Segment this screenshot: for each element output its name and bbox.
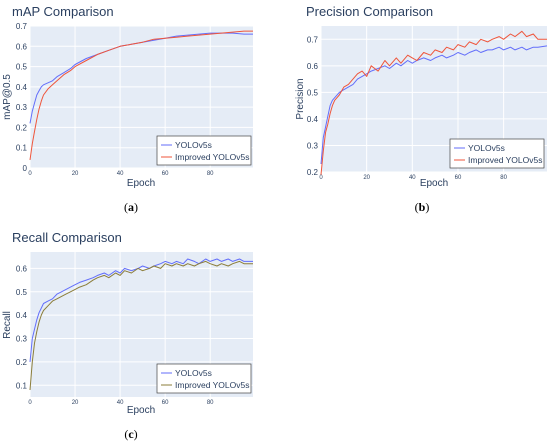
chart-c-title: Recall Comparison: [12, 230, 122, 245]
chart-a-legend: YOLOv5s Improved YOLOv5s: [156, 135, 252, 166]
chart-b-y-tick-5: 0.7: [307, 35, 319, 44]
chart-b-x-ticks: 0 20 40 60 80: [319, 175, 507, 181]
chart-a-caption-letter: a: [128, 200, 134, 214]
chart-b-legend: YOLOv5s Improved YOLOv5s: [449, 138, 545, 169]
chart-c-series-0-line: [29, 258, 253, 362]
chart-a-x-tick-3: 60: [162, 171, 169, 177]
chart-c-legend: YOLOv5s Improved YOLOv5s: [156, 363, 252, 394]
chart-a-y-tick-0: 0: [23, 164, 28, 173]
chart-c-x-tick-2: 40: [117, 400, 124, 406]
chart-b-y-tick-3: 0.5: [307, 88, 319, 97]
chart-a-y-tick-6: 0.6: [16, 42, 28, 51]
chart-a-ylabel: mAP@0.5: [2, 74, 13, 120]
chart-c-legend-label-0: YOLOv5s: [175, 368, 212, 378]
chart-c-series: [29, 258, 253, 391]
panel-b: Precision Comparison 0.20.30.40.50.60.7 …: [295, 4, 548, 214]
chart-c-y-ticks: 0.1 0.2 0.3 0.4 0.5 0.6: [16, 264, 28, 390]
chart-c-y-tick-4: 0.5: [16, 288, 28, 297]
chart-b-legend-label-0: YOLOv5s: [468, 143, 505, 153]
chart-a-xlabel: Epoch: [127, 178, 155, 189]
chart-b-legend-label-1: Improved YOLOv5s: [468, 155, 543, 165]
chart-a-y-tick-3: 0.3: [16, 103, 28, 112]
chart-b-series-1-line: [320, 30, 547, 175]
chart-c-x-tick-0: 0: [28, 400, 32, 406]
chart-c-y-tick-2: 0.3: [16, 335, 28, 344]
chart-a-grid: [29, 25, 253, 169]
chart-c-series-1-line: [29, 260, 253, 391]
chart-a-legend-box: [156, 135, 252, 166]
chart-a-legend-label-1: Improved YOLOv5s: [175, 152, 250, 162]
chart-b-y-ticks: 0.2 0.3 0.4 0.5 0.6 0.7: [307, 35, 319, 177]
chart-a-series: [29, 30, 253, 160]
chart-c-x-ticks: 0 20 40 60 80: [28, 400, 214, 406]
chart-c-x-tick-3: 60: [162, 400, 169, 406]
chart-b-x-tick-2: 40: [409, 175, 416, 181]
chart-c-ylabel: Recall: [2, 311, 13, 339]
chart-b-series: [320, 30, 548, 175]
chart-b-x-tick-4: 80: [500, 175, 507, 181]
chart-c-y-tick-1: 0.2: [16, 358, 28, 367]
chart-b-y-tick-4: 0.6: [307, 62, 319, 71]
panel-a: mAP Comparison 0 0.1 0.2 0.3 0.4 0.5 0.6 0.7 0 2…: [2, 4, 253, 214]
panel-c: Recall Comparison 0.1 0.2 0.3 0.4 0.5 0.6 0 20…: [2, 230, 253, 441]
chart-a-y-ticks: 0 0.1 0.2 0.3 0.4 0.5 0.6 0.7: [16, 22, 28, 173]
chart-b-xlabel: Epoch: [420, 178, 448, 189]
chart-a-legend-label-0: YOLOv5s: [175, 140, 212, 150]
chart-a-x-tick-1: 20: [72, 171, 79, 177]
chart-a-caption: (a): [124, 200, 138, 214]
chart-a-y-tick-1: 0.1: [16, 144, 28, 153]
chart-a-y-tick-7: 0.7: [16, 22, 28, 31]
chart-b-grid: [320, 26, 547, 173]
chart-c-caption-letter: c: [128, 427, 134, 441]
chart-b-title: Precision Comparison: [306, 4, 433, 19]
chart-b-ylabel: Precision: [295, 78, 306, 119]
chart-c-x-tick-4: 80: [207, 400, 214, 406]
chart-a-y-tick-5: 0.5: [16, 63, 28, 72]
chart-c-y-tick-0: 0.1: [16, 381, 28, 390]
chart-c-legend-box: [156, 363, 252, 394]
chart-b-caption: (b): [415, 200, 430, 214]
chart-c-y-tick-3: 0.4: [16, 311, 28, 320]
chart-b-y-tick-2: 0.4: [307, 115, 319, 124]
chart-a-x-tick-2: 40: [117, 171, 124, 177]
chart-a-x-ticks: 0 20 40 60 80: [28, 171, 214, 177]
chart-c-xlabel: Epoch: [127, 405, 155, 416]
chart-a-y-tick-2: 0.2: [16, 123, 28, 132]
chart-b-x-tick-3: 60: [455, 175, 462, 181]
chart-c-x-tick-1: 20: [72, 400, 79, 406]
chart-c-y-tick-5: 0.6: [16, 264, 28, 273]
chart-b-y-tick-0: 0.2: [307, 168, 319, 177]
chart-a-x-tick-0: 0: [28, 171, 32, 177]
chart-c-legend-label-1: Improved YOLOv5s: [175, 380, 250, 390]
chart-b-y-tick-1: 0.3: [307, 141, 319, 150]
chart-a-series-1-line: [29, 30, 253, 160]
chart-a-y-tick-4: 0.4: [16, 83, 28, 92]
chart-c-caption: (c): [124, 427, 137, 441]
chart-b-x-tick-1: 20: [363, 175, 370, 181]
chart-a-title: mAP Comparison: [12, 4, 114, 19]
chart-b-caption-letter: b: [419, 200, 426, 214]
chart-b-legend-box: [449, 138, 545, 169]
chart-a-x-tick-4: 80: [207, 171, 214, 177]
chart-b-x-tick-0: 0: [319, 175, 323, 181]
